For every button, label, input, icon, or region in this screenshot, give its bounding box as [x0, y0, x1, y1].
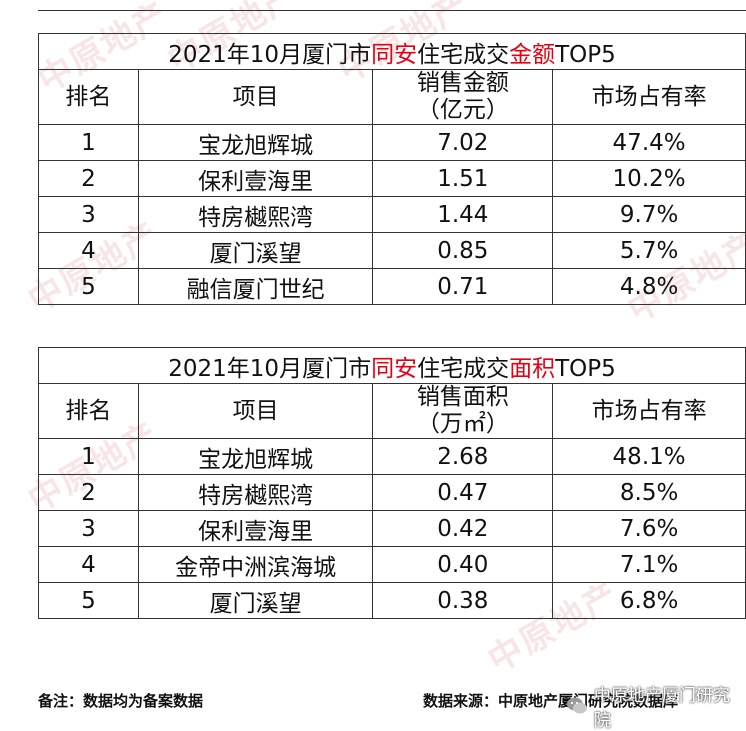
value-cell: 0.85 — [372, 232, 554, 269]
table-title-row: 2021年10月厦门市同安住宅成交金额TOP5 — [38, 33, 746, 70]
share-cell: 4.8% — [552, 268, 746, 305]
project-cell: 金帝中洲滨海城 — [137, 546, 374, 583]
value-cell: 0.42 — [372, 510, 554, 547]
project-cell: 特房樾熙湾 — [137, 196, 374, 233]
rank-cell: 5 — [38, 582, 139, 619]
header-project: 项目 — [137, 69, 374, 125]
project-cell: 特房樾熙湾 — [137, 474, 374, 511]
project-cell: 宝龙旭辉城 — [137, 124, 374, 161]
table-title: 2021年10月厦门市同安住宅成交金额TOP5 — [38, 33, 746, 70]
value-cell: 1.44 — [372, 196, 554, 233]
share-cell: 8.5% — [552, 474, 746, 511]
share-cell: 7.6% — [552, 510, 746, 547]
project-cell: 宝龙旭辉城 — [137, 438, 374, 475]
rank-cell: 4 — [38, 232, 139, 269]
rank-cell: 5 — [38, 268, 139, 305]
footer: 备注：数据均为备案数据 数据来源：中原地产厦门研究院数据库 中原地产厦门研究院 — [38, 686, 746, 731]
project-cell: 保利壹海里 — [137, 160, 374, 197]
table-title: 2021年10月厦门市同安住宅成交面积TOP5 — [38, 347, 746, 384]
footer-source: 数据来源：中原地产厦门研究院数据库 — [423, 692, 679, 710]
table-row: 1 宝龙旭辉城 2.68 48.1% — [38, 438, 746, 475]
header-share: 市场占有率 — [552, 383, 746, 439]
header-amount: 销售金额 （亿元） — [372, 69, 554, 125]
wechat-icon — [566, 697, 587, 714]
header-rank: 排名 — [38, 69, 139, 125]
value-cell: 0.71 — [372, 268, 554, 305]
value-cell: 0.47 — [372, 474, 554, 511]
share-cell: 10.2% — [552, 160, 746, 197]
table-row: 5 融信厦门世纪 0.71 4.8% — [38, 268, 746, 305]
table-row: 3 保利壹海里 0.42 7.6% — [38, 510, 746, 547]
share-cell: 47.4% — [552, 124, 746, 161]
header-share: 市场占有率 — [552, 69, 746, 125]
table-row: 4 厦门溪望 0.85 5.7% — [38, 232, 746, 269]
footer-note: 备注：数据均为备案数据 — [38, 692, 204, 710]
header-row: 排名 项目 销售金额 （亿元） 市场占有率 — [38, 69, 746, 125]
project-cell: 融信厦门世纪 — [137, 268, 374, 305]
table-row: 1 宝龙旭辉城 7.02 47.4% — [38, 124, 746, 161]
share-cell: 48.1% — [552, 438, 746, 475]
value-cell: 7.02 — [372, 124, 554, 161]
project-cell: 保利壹海里 — [137, 510, 374, 547]
brand-badge: 中原地产厦门研究院 — [566, 681, 746, 731]
table-row: 2 保利壹海里 1.51 10.2% — [38, 160, 746, 197]
rank-cell: 3 — [38, 196, 139, 233]
share-cell: 9.7% — [552, 196, 746, 233]
value-cell: 2.68 — [372, 438, 554, 475]
rank-cell: 2 — [38, 160, 139, 197]
sales-area-table: 2021年10月厦门市同安住宅成交面积TOP5 排名 项目 销售面积 （万㎡） 市… — [38, 347, 746, 619]
value-cell: 1.51 — [372, 160, 554, 197]
share-cell: 7.1% — [552, 546, 746, 583]
rank-cell: 1 — [38, 438, 139, 475]
table-title-row: 2021年10月厦门市同安住宅成交面积TOP5 — [38, 347, 746, 384]
table-row: 2 特房樾熙湾 0.47 8.5% — [38, 474, 746, 511]
rank-cell: 2 — [38, 474, 139, 511]
header-area: 销售面积 （万㎡） — [372, 383, 554, 439]
project-cell: 厦门溪望 — [137, 232, 374, 269]
share-cell: 6.8% — [552, 582, 746, 619]
rank-cell: 4 — [38, 546, 139, 583]
rank-cell: 3 — [38, 510, 139, 547]
sales-amount-table: 2021年10月厦门市同安住宅成交金额TOP5 排名 项目 销售金额 （亿元） 市… — [38, 33, 746, 305]
header-rank: 排名 — [38, 383, 139, 439]
top-border — [38, 10, 746, 11]
rank-cell: 1 — [38, 124, 139, 161]
value-cell: 0.40 — [372, 546, 554, 583]
header-project: 项目 — [137, 383, 374, 439]
table-row: 4 金帝中洲滨海城 0.40 7.1% — [38, 546, 746, 583]
table-row: 3 特房樾熙湾 1.44 9.7% — [38, 196, 746, 233]
share-cell: 5.7% — [552, 232, 746, 269]
value-cell: 0.38 — [372, 582, 554, 619]
table-row: 5 厦门溪望 0.38 6.8% — [38, 582, 746, 619]
brand-name: 中原地产厦门研究院 — [593, 686, 730, 731]
header-row: 排名 项目 销售面积 （万㎡） 市场占有率 — [38, 383, 746, 439]
project-cell: 厦门溪望 — [137, 582, 374, 619]
